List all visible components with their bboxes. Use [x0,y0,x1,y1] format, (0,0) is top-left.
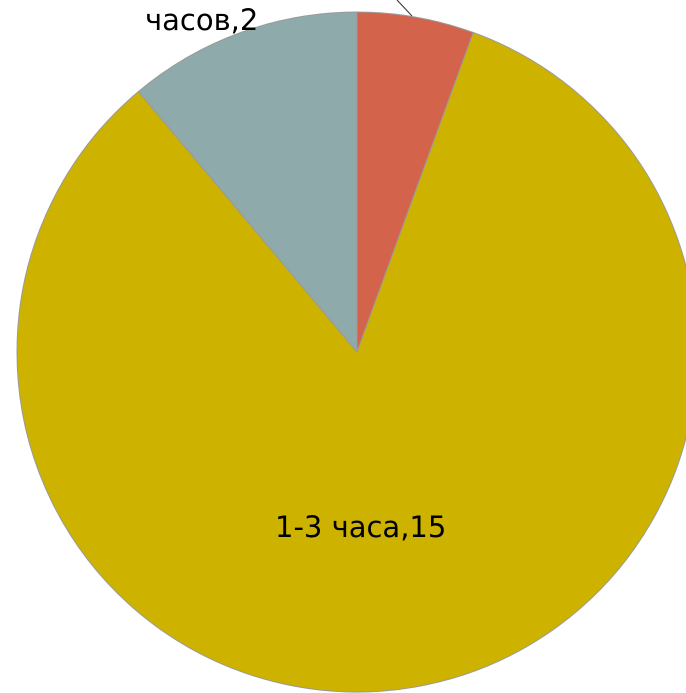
data-label-top: часов,2 [145,3,258,37]
data-label-main: 1-3 часа,15 [275,510,446,544]
pie-slices [16,11,686,693]
pie-slice-2 [137,11,358,354]
pie-slice-1 [16,31,686,693]
leader-line [396,0,413,17]
